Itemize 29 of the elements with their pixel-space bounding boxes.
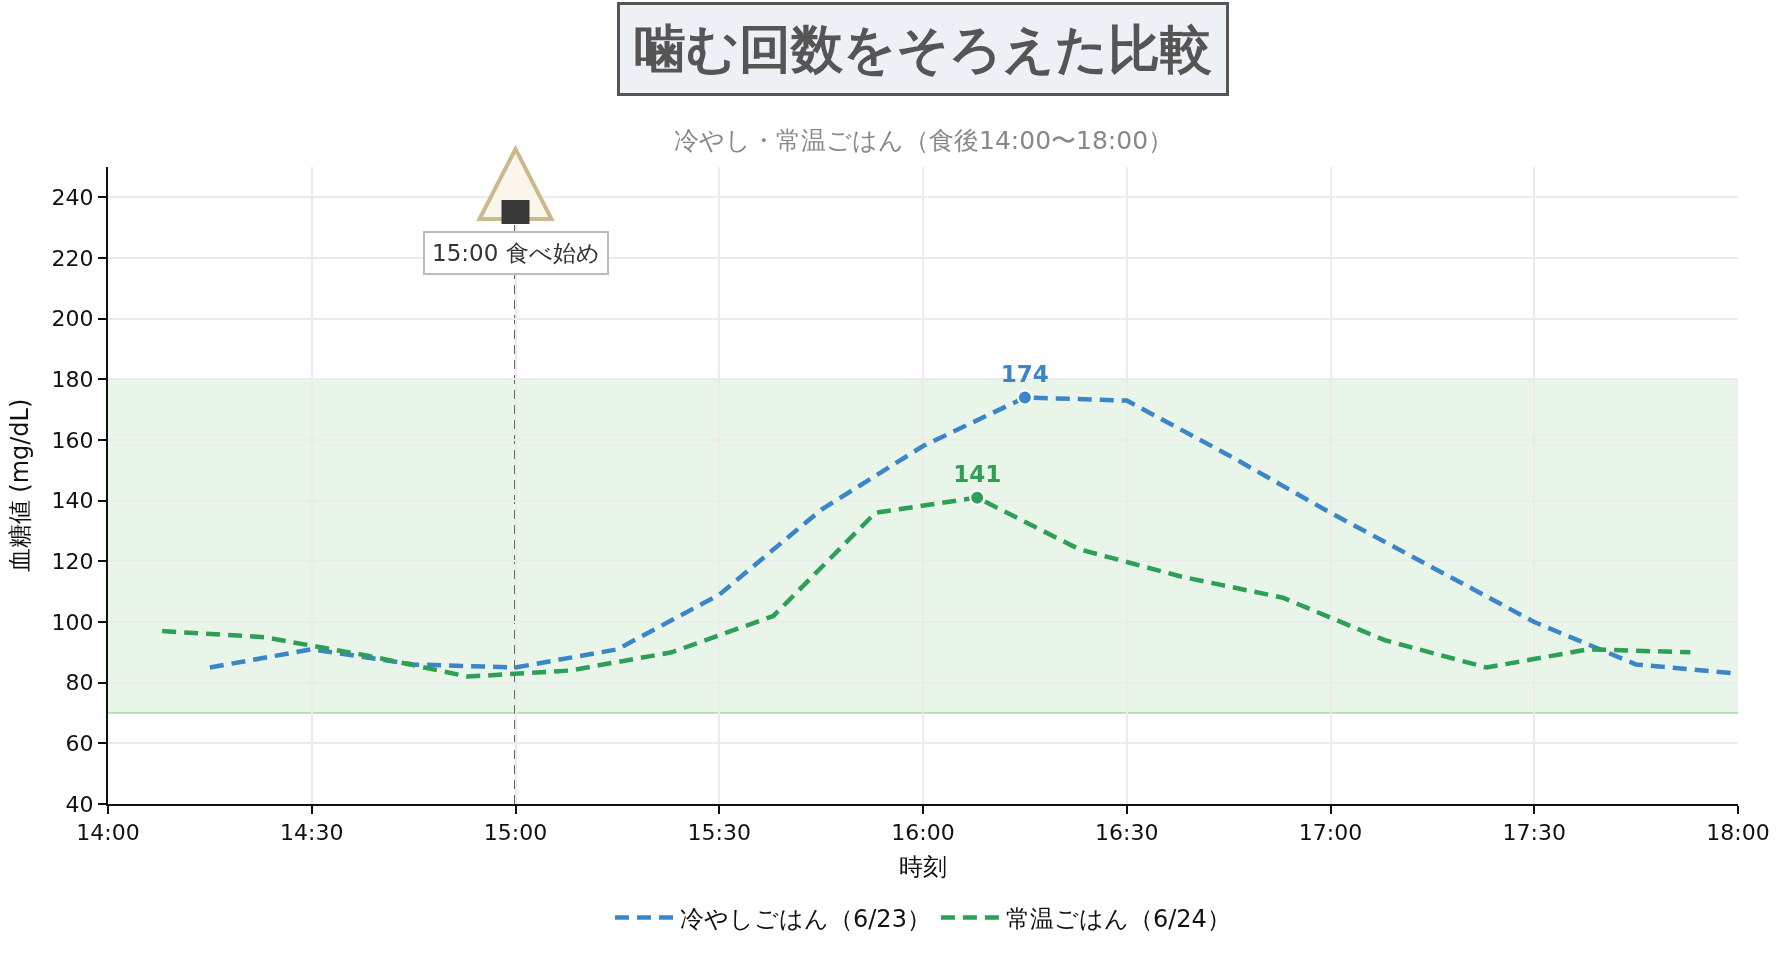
y-tick-label: 180 bbox=[51, 367, 94, 393]
x-tick-label: 16:30 bbox=[1095, 820, 1159, 846]
y-tick-label: 140 bbox=[51, 488, 94, 514]
x-tick-label: 14:00 bbox=[76, 820, 140, 846]
legend-label: 冷やしごはん（6/23） bbox=[680, 904, 931, 933]
x-tick-label: 15:30 bbox=[687, 820, 751, 846]
data-label: 174 bbox=[1000, 361, 1049, 388]
x-tick-label: 18:00 bbox=[1706, 820, 1770, 846]
x-tick-label: 17:30 bbox=[1502, 820, 1566, 846]
x-tick-label: 15:00 bbox=[483, 820, 548, 846]
ref-line-label: 15:00 食べ始め bbox=[432, 240, 600, 266]
y-tick-label: 120 bbox=[51, 549, 94, 575]
y-tick-label: 40 bbox=[65, 791, 94, 817]
x-tick-label: 16:00 bbox=[891, 820, 955, 846]
y-tick-label: 160 bbox=[51, 427, 94, 453]
y-axis-title: 血糖値 (mg/dL) bbox=[6, 398, 35, 573]
x-axis-title: 時刻 bbox=[899, 853, 947, 882]
y-tick-label: 100 bbox=[51, 609, 94, 635]
y-tick-label: 200 bbox=[51, 306, 94, 332]
x-tick-label: 17:00 bbox=[1298, 820, 1363, 846]
x-tick-label: 14:30 bbox=[280, 820, 344, 846]
y-tick-label: 80 bbox=[65, 670, 94, 696]
y-tick-label: 60 bbox=[65, 731, 94, 757]
data-label: 141 bbox=[953, 461, 1002, 488]
legend-label: 常温ごはん（6/24） bbox=[1005, 904, 1231, 933]
y-tick-label: 240 bbox=[51, 185, 94, 211]
y-tick-label: 220 bbox=[51, 245, 94, 271]
chart-subtitle: 冷やし・常温ごはん（食後14:00〜18:00） bbox=[674, 126, 1174, 155]
chart-title: 噛む回数をそろえた比較 bbox=[634, 19, 1212, 79]
